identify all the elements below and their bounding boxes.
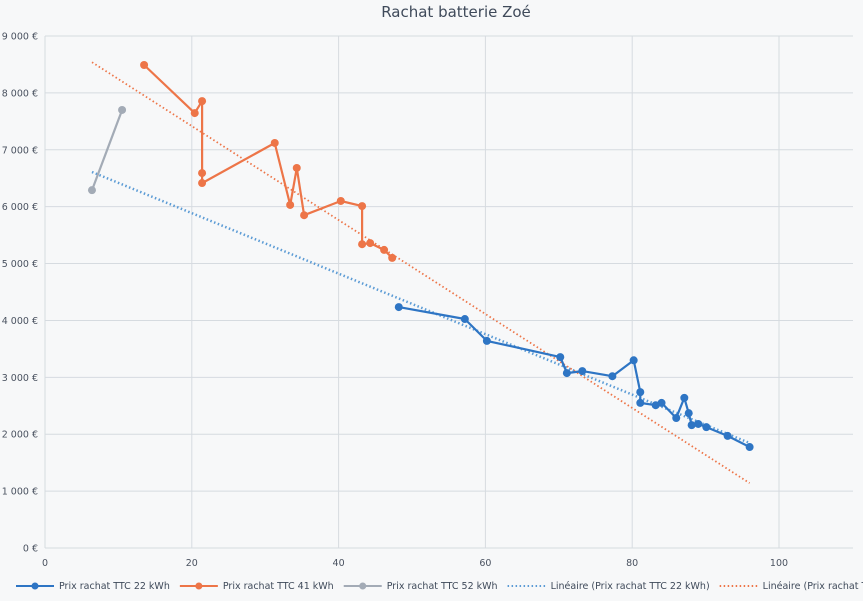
legend-label: Linéaire (Prix rachat TTC 22 kWh) xyxy=(551,581,710,592)
y-tick-label: 8 000 € xyxy=(2,88,38,99)
y-tick-label: 0 € xyxy=(23,544,38,555)
legend-item: Prix rachat TTC 52 kWh xyxy=(343,581,498,592)
x-tick-label: 40 xyxy=(333,558,345,569)
data-point xyxy=(694,419,703,428)
data-point xyxy=(482,336,491,345)
data-point xyxy=(672,414,681,423)
data-point xyxy=(366,239,375,248)
data-point xyxy=(358,202,367,211)
data-point xyxy=(702,423,711,432)
y-axis-ticks: 0 € 1 000 € 2 000 € 3 000 € 4 000 € 5 000 € 6 … xyxy=(2,32,38,555)
series-3 xyxy=(91,170,751,445)
data-point xyxy=(190,109,199,118)
data-point xyxy=(358,240,367,249)
y-tick-label: 3 000 € xyxy=(2,373,38,384)
legend-label: Prix rachat TTC 52 kWh xyxy=(387,581,498,592)
data-point xyxy=(684,409,693,418)
series-1 xyxy=(140,61,397,262)
data-point xyxy=(270,138,279,147)
series-2 xyxy=(87,105,127,195)
data-point xyxy=(198,179,207,188)
data-point xyxy=(286,200,295,209)
data-point xyxy=(388,253,397,262)
data-point xyxy=(636,388,645,397)
data-point xyxy=(87,186,96,195)
data-point xyxy=(380,245,389,254)
legend-marker xyxy=(359,582,367,590)
data-point xyxy=(300,211,309,220)
data-point xyxy=(687,421,696,430)
x-tick-label: 0 xyxy=(42,558,48,569)
x-tick-label: 100 xyxy=(770,558,788,569)
legend-item: Prix rachat TTC 41 kWh xyxy=(179,581,334,592)
data-point xyxy=(562,369,571,378)
y-tick-label: 1 000 € xyxy=(2,487,38,498)
chart-title: Rachat batterie Zoé xyxy=(381,3,531,21)
y-tick-label: 2 000 € xyxy=(2,430,38,441)
data-point xyxy=(394,303,403,312)
trendline xyxy=(91,170,751,445)
legend-item: Prix rachat TTC 22 kWh xyxy=(16,581,170,592)
data-point xyxy=(608,372,617,381)
data-point xyxy=(556,353,565,362)
data-point xyxy=(657,398,666,407)
series-line xyxy=(143,64,393,259)
legend-label: Prix rachat TTC 22 kWh xyxy=(59,581,170,592)
data-point xyxy=(292,163,301,172)
data-point xyxy=(745,443,754,452)
data-point xyxy=(723,431,732,440)
data-point xyxy=(680,393,689,402)
legend-label: Prix rachat TTC 41 kWh xyxy=(223,581,334,592)
x-tick-label: 60 xyxy=(479,558,491,569)
data-point xyxy=(460,315,469,324)
series-4 xyxy=(91,61,751,484)
data-point xyxy=(629,356,638,365)
y-tick-label: 9 000 € xyxy=(2,32,38,43)
data-point xyxy=(118,105,127,114)
series-line xyxy=(90,109,124,191)
y-tick-label: 5 000 € xyxy=(2,259,38,270)
data-point xyxy=(578,367,587,376)
grid xyxy=(44,35,853,549)
series-0 xyxy=(394,303,754,452)
data-point xyxy=(198,97,207,106)
data-point xyxy=(140,61,149,70)
data-point xyxy=(198,169,207,178)
legend-item: Linéaire (Prix rachat TTC 22 kWh) xyxy=(507,581,710,592)
x-axis-ticks: 0 20 40 60 80 100 xyxy=(42,558,788,569)
legend-marker xyxy=(195,582,203,590)
trendline xyxy=(91,61,751,484)
y-tick-label: 4 000 € xyxy=(2,316,38,327)
legend-label: Linéaire (Prix rachat TTC 4 xyxy=(763,581,863,592)
legend: Prix rachat TTC 22 kWh Prix rachat TTC 41… xyxy=(16,581,863,592)
series xyxy=(87,61,754,484)
data-point xyxy=(336,196,345,205)
y-tick-label: 7 000 € xyxy=(2,145,38,156)
legend-marker xyxy=(31,582,39,590)
y-tick-label: 6 000 € xyxy=(2,202,38,213)
x-tick-label: 20 xyxy=(186,558,198,569)
legend-item: Linéaire (Prix rachat TTC 4 xyxy=(719,581,863,592)
data-point xyxy=(636,398,645,407)
x-tick-label: 80 xyxy=(626,558,638,569)
